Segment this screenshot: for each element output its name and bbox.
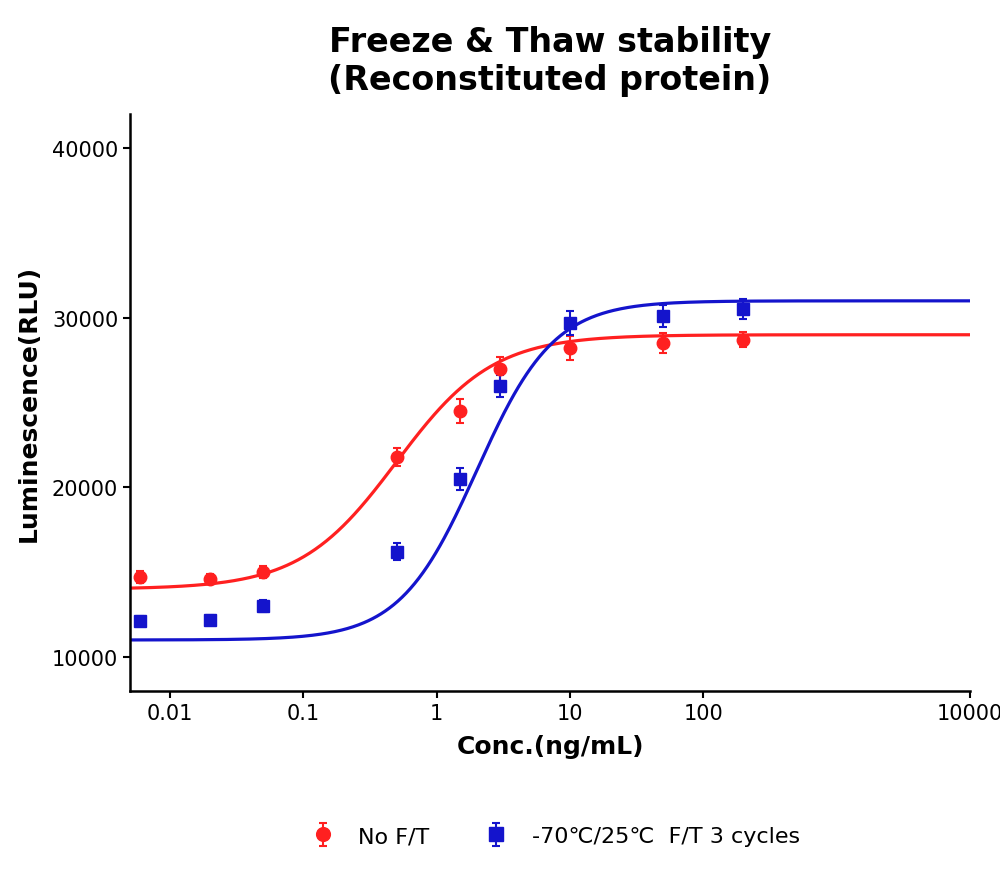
Legend: No F/T, -70℃/25℃  F/T 3 cycles: No F/T, -70℃/25℃ F/T 3 cycles [291, 818, 809, 855]
X-axis label: Conc.(ng/mL): Conc.(ng/mL) [456, 734, 644, 758]
Title: Freeze & Thaw stability
(Reconstituted protein): Freeze & Thaw stability (Reconstituted p… [328, 26, 772, 97]
Y-axis label: Luminescence(RLU): Luminescence(RLU) [17, 265, 41, 541]
